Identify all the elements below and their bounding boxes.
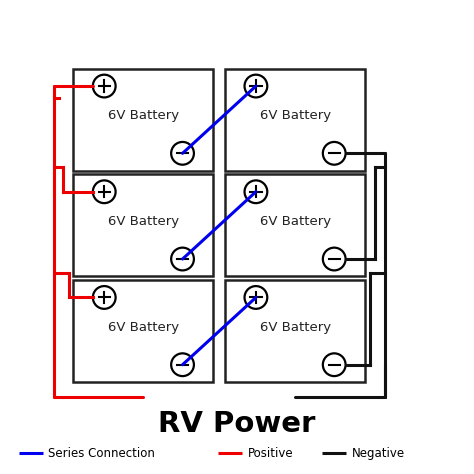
Text: Positive: Positive xyxy=(247,447,293,460)
Bar xyxy=(225,280,365,382)
Text: 6V Battery: 6V Battery xyxy=(108,215,179,228)
Text: 6V Battery: 6V Battery xyxy=(108,321,179,334)
Text: 6V Battery: 6V Battery xyxy=(259,109,331,122)
Circle shape xyxy=(93,286,116,309)
Circle shape xyxy=(323,142,346,164)
Bar xyxy=(225,174,365,276)
Bar xyxy=(73,174,213,276)
Circle shape xyxy=(245,75,267,98)
Text: 6V Battery: 6V Battery xyxy=(108,109,179,122)
Circle shape xyxy=(245,181,267,203)
Circle shape xyxy=(245,286,267,309)
Text: Negative: Negative xyxy=(352,447,405,460)
Circle shape xyxy=(171,142,194,164)
Text: 6V Battery: 6V Battery xyxy=(259,215,331,228)
Bar xyxy=(73,69,213,171)
Circle shape xyxy=(93,181,116,203)
Circle shape xyxy=(171,247,194,270)
Circle shape xyxy=(323,353,346,376)
Bar xyxy=(73,280,213,382)
Bar xyxy=(225,69,365,171)
Circle shape xyxy=(323,247,346,270)
Text: 6V Battery: 6V Battery xyxy=(259,321,331,334)
Text: Series Connection: Series Connection xyxy=(48,447,155,460)
Text: RV Power: RV Power xyxy=(158,410,316,438)
Circle shape xyxy=(93,75,116,98)
Circle shape xyxy=(171,353,194,376)
